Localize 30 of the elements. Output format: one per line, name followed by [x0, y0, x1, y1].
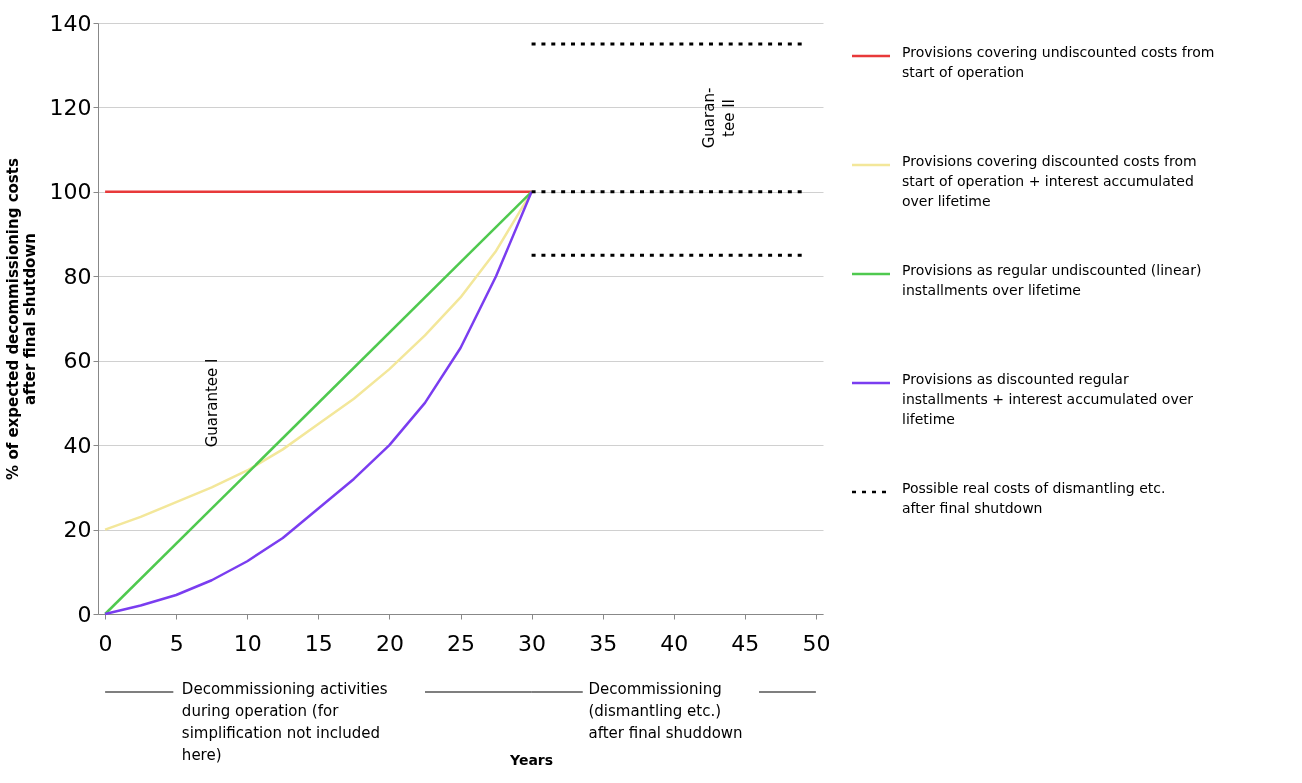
x-tick-label: 40	[660, 630, 689, 656]
y-axis-title: % of expected decommissioning costs after final shutdown	[3, 158, 39, 480]
x-tick-label: 10	[233, 630, 262, 656]
x-tick-label: 20	[375, 630, 404, 656]
y-tick-label: 0	[77, 601, 92, 627]
legend-label: Possible real costs of dismantling etc. after final shutdown	[902, 480, 1166, 516]
annotation: Guarantee I	[202, 358, 221, 448]
legend-label: Provisions as discounted regular installments + interest accumulated over lifetime	[902, 371, 1194, 427]
legend-label: Provisions as regular undiscounted (linear) installments over lifetime	[902, 262, 1202, 298]
y-tick-label: 100	[49, 179, 92, 205]
y-tick-label: 60	[63, 348, 92, 374]
x-tick-label: 50	[802, 630, 831, 656]
legend-label: Provisions covering undiscounted costs from start of operation	[902, 44, 1215, 80]
x-tick-label: 30	[518, 630, 547, 656]
text: Decommissioning (dismantling etc.) after final shuddown	[588, 680, 743, 742]
x-tick-label: 15	[304, 630, 333, 656]
y-tick-label: 20	[63, 517, 92, 543]
x-tick-label: 25	[447, 630, 475, 656]
x-tick-label: 35	[589, 630, 618, 656]
x-tick-label: 0	[98, 630, 113, 656]
x-tick-label: 5	[169, 630, 184, 656]
y-tick-label: 140	[49, 10, 92, 36]
text: Decommissioning activities during operation (for simplification not included here)	[181, 680, 388, 764]
legend-label: Provisions covering discounted costs from start of operation + interest accumulated over lifetime	[902, 153, 1197, 209]
y-tick-label: 40	[63, 432, 92, 458]
annotation: Guaran- tee II	[700, 87, 739, 149]
y-tick-label: 80	[63, 263, 92, 289]
text: Years	[509, 752, 554, 768]
y-tick-label: 120	[49, 94, 92, 120]
x-tick-label: 45	[731, 630, 760, 656]
